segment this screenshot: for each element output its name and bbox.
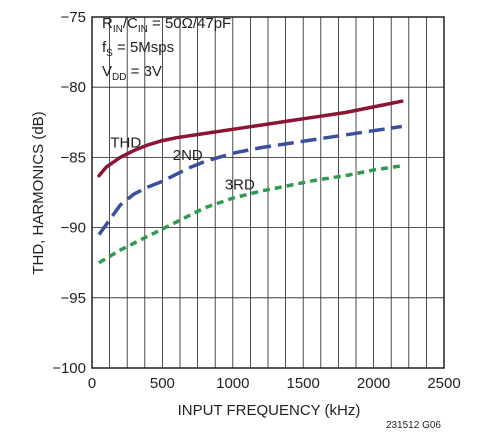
x-axis: 0 500 1000 1500 2000 2500 (88, 375, 461, 392)
series-label-2nd: 2ND (173, 147, 203, 164)
grid (92, 17, 444, 368)
x-tick-label: 1500 (287, 375, 320, 392)
series-line-thd (97, 99, 404, 178)
plot-frame (91, 16, 445, 369)
x-tick-label: 2500 (427, 375, 460, 392)
y-axis: −100 −95 −90 −85 −80 −75 (52, 9, 86, 377)
condition-rin-cin: RIN/CIN = 50Ω/47pF (102, 15, 231, 35)
condition-sample-rate: fS = 5Msps (102, 39, 174, 59)
y-tick-label: −100 (52, 360, 86, 377)
figure-id: 231512 G06 (386, 420, 441, 431)
x-tick-label: 0 (88, 375, 96, 392)
series-label-thd: THD (110, 135, 141, 152)
y-tick-label: −95 (61, 290, 86, 307)
series-line-2nd (97, 124, 403, 236)
y-tick-label: −90 (61, 220, 86, 237)
y-tick-label: −85 (61, 149, 86, 166)
y-axis-label: THD, HARMONICS (dB) (30, 111, 47, 274)
x-tick-label: 1000 (216, 375, 249, 392)
x-tick-label: 500 (150, 375, 175, 392)
y-tick-label: −75 (61, 9, 86, 26)
x-axis-label: INPUT FREQUENCY (kHz) (178, 402, 361, 419)
condition-vdd: VDD = 3V (102, 63, 162, 83)
series-label-3rd: 3RD (225, 177, 255, 194)
series-line-3rd (98, 164, 403, 265)
x-tick-label: 2000 (357, 375, 390, 392)
y-tick-label: −80 (61, 79, 86, 96)
series-labels: THD 2ND 3RD (110, 135, 255, 194)
conditions-annotation: RIN/CIN = 50Ω/47pF fS = 5Msps VDD = 3V (102, 15, 231, 83)
series-lines (97, 99, 404, 265)
